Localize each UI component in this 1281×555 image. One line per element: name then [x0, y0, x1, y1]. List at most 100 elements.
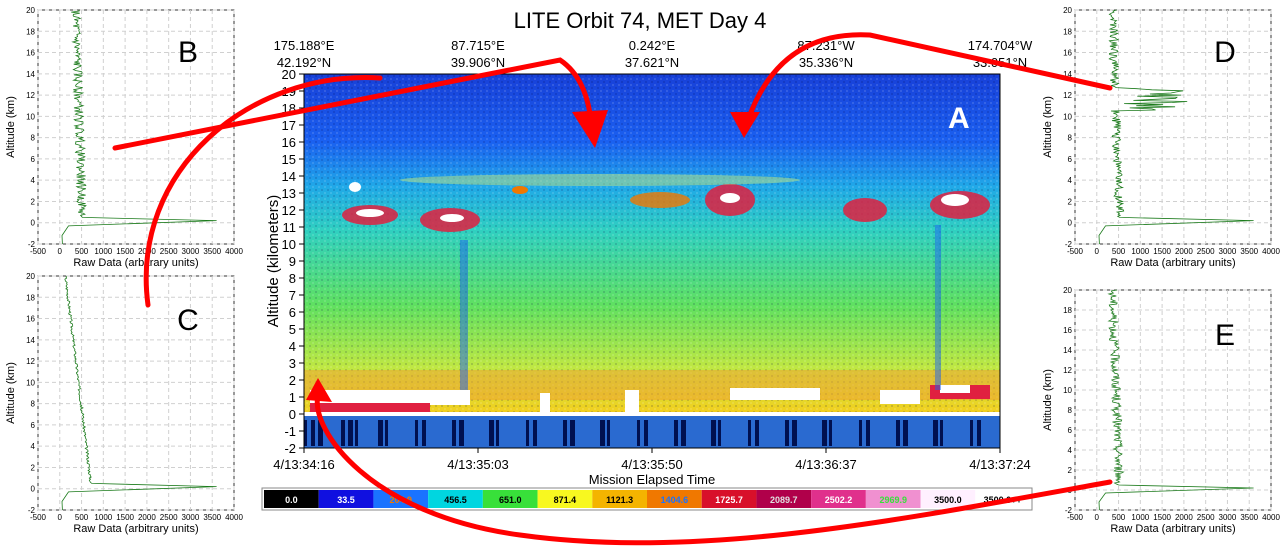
profile-x-tick: 500 [1112, 247, 1126, 256]
profile-y-tick: 14 [1063, 346, 1072, 355]
sub-surface-stripe [933, 420, 938, 446]
profile-x-tick: 500 [75, 247, 89, 256]
colorbar-label: 1725.7 [715, 495, 743, 505]
profile-x-tick: 2000 [1175, 513, 1193, 522]
sub-surface-stripe [385, 420, 388, 446]
profile-y-label: Altitude (km) [1042, 369, 1054, 431]
main-x-tick-label: 4/13:35:03 [447, 457, 508, 472]
sub-surface-stripe [822, 420, 827, 446]
profile-x-tick: 500 [75, 513, 89, 522]
main-y-tick-label: 13 [282, 186, 296, 201]
sub-surface [304, 416, 1000, 448]
profile-y-tick: 6 [31, 421, 36, 430]
profile-y-tick: 2 [31, 463, 36, 472]
profile-y-tick: 12 [26, 357, 35, 366]
profile-x-tick: 1000 [1131, 513, 1149, 522]
sub-surface-stripe [711, 420, 716, 446]
sub-surface-stripe [607, 420, 610, 446]
profile-letter-b: B [178, 36, 198, 69]
lon-label: 87.715°E [451, 38, 505, 53]
arrow-e [314, 392, 1113, 546]
profile-x-tick: -500 [1067, 513, 1084, 522]
sub-surface-stripe [748, 420, 751, 446]
lat-label: 35.336°N [799, 55, 853, 70]
profile-y-tick: 18 [1063, 306, 1072, 315]
sub-surface-stripe [570, 420, 575, 446]
profile-x-tick: 2500 [1197, 247, 1215, 256]
profile-x-tick: 4000 [1262, 247, 1280, 256]
sub-surface-stripe [318, 420, 323, 446]
profile-trace [61, 9, 217, 245]
profile-x-tick: 2000 [1175, 247, 1193, 256]
profile-x-tick: 3000 [182, 247, 200, 256]
sub-surface-stripe [681, 420, 686, 446]
lat-label: 42.192°N [277, 55, 331, 70]
profile-x-tick: 2500 [1197, 513, 1215, 522]
colorbar-label: 1121.3 [606, 495, 633, 505]
profile-y-tick: 4 [31, 176, 36, 185]
profile-y-tick: 0 [31, 219, 36, 228]
profile-y-tick: -2 [1065, 240, 1073, 249]
lon-label: 0.242°E [629, 38, 676, 53]
sub-surface-stripe [970, 420, 973, 446]
profile-y-tick: 10 [26, 112, 35, 121]
main-y-tick-label: -1 [284, 424, 296, 439]
profile-x-tick: 0 [58, 513, 63, 522]
profile-y-tick: 2 [1068, 197, 1073, 206]
colorbar-label: 1404.6 [661, 495, 689, 505]
sub-surface-stripe [348, 420, 353, 446]
colorbar-swatch [482, 490, 538, 508]
profile-y-tick: 10 [26, 378, 35, 387]
main-y-tick-label: 10 [282, 237, 296, 252]
lat-label: 39.906°N [451, 55, 505, 70]
profile-letter-d: D [1214, 36, 1236, 69]
colorbar-swatch [537, 490, 593, 508]
main-y-tick-label: 9 [289, 254, 296, 269]
colorbar-swatch [592, 490, 647, 508]
profile-y-tick: 20 [1063, 286, 1072, 295]
lon-label: 175.188°E [274, 38, 335, 53]
sub-surface-stripe [637, 420, 640, 446]
sub-surface-stripe [940, 420, 943, 446]
profile-x-tick: 1500 [1153, 513, 1171, 522]
sub-surface-stripe [341, 420, 345, 446]
profile-x-label: Raw Data (arbitrary units) [1110, 257, 1235, 269]
profile-y-tick: 20 [26, 272, 35, 281]
sub-surface-stripe [644, 420, 648, 446]
profile-y-tick: 10 [1063, 112, 1072, 121]
sub-surface-stripe [600, 420, 605, 446]
sub-surface-stripe [526, 420, 529, 446]
profile-y-tick: 4 [1068, 176, 1073, 185]
profile-y-tick: 8 [31, 400, 36, 409]
colorbar-label: 33.5 [337, 495, 355, 505]
colorbar-label: 2502.2 [825, 495, 853, 505]
profile-y-tick: 2 [31, 197, 36, 206]
profile-y-tick: 4 [31, 442, 36, 451]
profile-y-label: Altitude (km) [5, 96, 17, 158]
sub-surface-stripe [489, 420, 494, 446]
profile-y-tick: 6 [31, 155, 36, 164]
profile-x-tick: 3000 [182, 513, 200, 522]
sub-surface-stripe [859, 420, 862, 446]
profile-x-tick: 4000 [225, 513, 243, 522]
profile-y-tick: 8 [1068, 406, 1073, 415]
profile-frame [1074, 9, 1272, 245]
surface-line [304, 412, 1000, 416]
main-y-tick-label: 15 [282, 152, 296, 167]
main-y-tick-label: 17 [282, 118, 296, 133]
profile-y-tick: -2 [28, 240, 36, 249]
main-y-tick-label: 3 [289, 356, 296, 371]
profile-x-tick: -500 [30, 513, 47, 522]
sub-surface-stripe [829, 420, 832, 446]
profile-y-tick: 0 [31, 485, 36, 494]
profile-y-tick: 8 [1068, 134, 1073, 143]
sub-surface-stripe [866, 420, 870, 446]
main-y-tick-label: 11 [283, 220, 297, 235]
colorbar-swatch [647, 490, 702, 508]
colorbar: 0.0 33.5 204.9 456.5 651.0 871.4 1121.3 1404.6 1… [261, 487, 1033, 511]
profile-y-tick: 6 [1068, 426, 1073, 435]
colorbar-swatch [920, 490, 976, 508]
